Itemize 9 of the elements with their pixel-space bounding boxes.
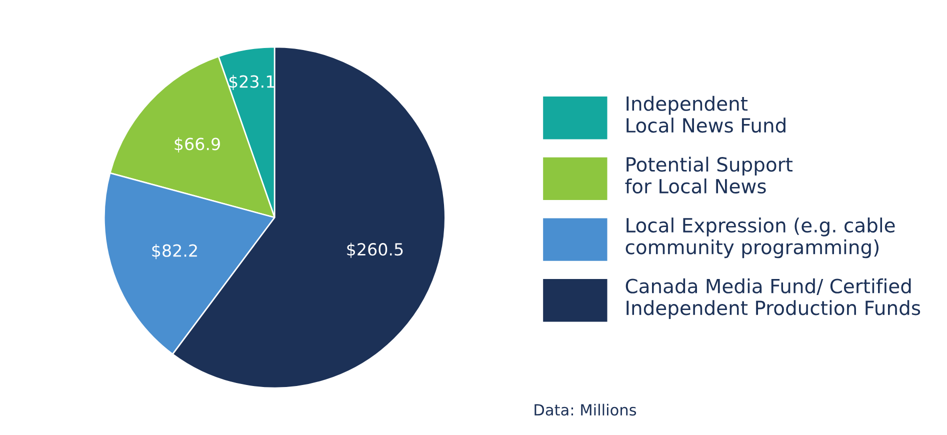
legend-label: Local Expression (e.g. cable community programming)	[626, 218, 895, 258]
legend-label: Canada Media Fund/ Certified Independent Production Funds	[626, 278, 920, 319]
data-label: $23.1	[229, 74, 274, 90]
data-label: $82.2	[152, 244, 197, 260]
text: Data: Millions	[534, 404, 636, 416]
legend-label: Potential Support for Local News	[625, 156, 793, 194]
data-label: $66.9	[174, 137, 220, 153]
data-label: $260.5	[347, 242, 403, 258]
legend-label: Independent Local News Fund	[626, 96, 786, 133]
